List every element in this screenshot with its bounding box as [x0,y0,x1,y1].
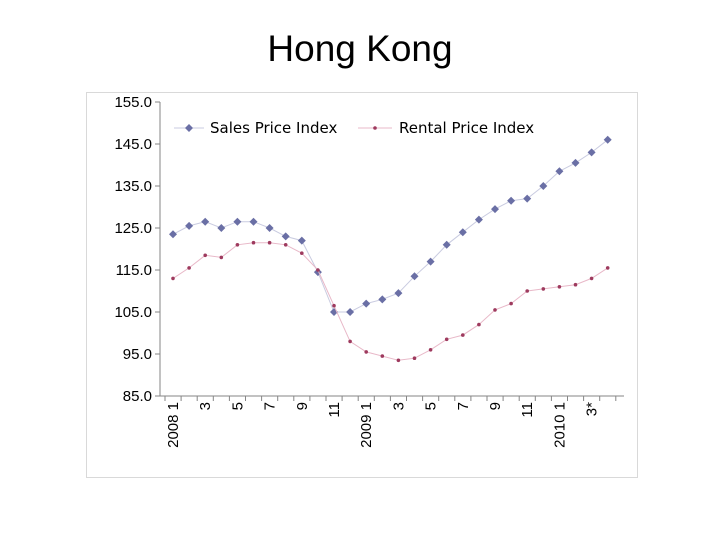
legend-label: Rental Price Index [399,119,534,137]
data-point [281,232,290,241]
series-0 [169,135,612,316]
data-point [474,215,483,224]
y-tick-label: 105.0 [114,304,152,321]
data-point [346,308,355,316]
series-line [172,242,608,361]
data-point [589,276,594,281]
data-point [410,272,419,281]
data-point [217,224,226,232]
data-point [412,356,417,361]
data-point [491,205,499,214]
data-point [557,285,562,289]
data-point [267,240,272,245]
x-tick-label: 7 [262,402,279,410]
legend-label: Sales Price Index [210,119,337,137]
data-point [523,194,532,203]
data-point [203,253,207,258]
data-point [332,303,336,308]
data-point [380,354,385,358]
data-point [233,217,242,226]
data-point [396,358,401,363]
data-point [605,266,610,270]
data-point [283,243,288,247]
x-axis-ticks: 2008 1 3 5 7 9 11 2009 1 3 5 7 9 11 2010 1 3* [164,396,617,448]
data-point [185,221,194,230]
y-tick-label: 145.0 [114,136,152,153]
data-point [187,266,191,270]
data-point [444,337,449,342]
legend-marker [373,126,377,130]
data-point [603,135,612,144]
data-point [573,282,578,287]
x-tick-label: 9 [294,402,311,410]
data-point [300,251,304,255]
x-tick-label: 7 [455,402,472,410]
data-point [265,224,274,232]
y-tick-label: 95.0 [123,346,152,363]
data-point [477,322,481,327]
data-point [201,217,210,226]
x-tick-label: 2008 1 [165,402,182,448]
x-tick-label: 3 [197,402,214,410]
legend-item: Rental Price Index [358,119,534,137]
data-point [458,228,467,237]
legend-marker [185,124,193,132]
data-point [442,240,451,249]
x-tick-label: 11 [326,402,343,418]
chart-axes [159,102,624,397]
y-tick-label: 125.0 [114,220,152,237]
data-point [219,255,224,260]
data-point [169,230,177,239]
x-tick-label: 5 [229,402,246,410]
x-tick-label: 2010 1 [551,402,568,448]
data-point [509,301,513,306]
data-point [348,339,352,344]
data-point [493,308,497,312]
x-tick-label: 11 [519,402,536,418]
chart-frame [86,92,638,478]
data-point [461,333,465,337]
data-point [428,348,433,352]
series-group [169,135,612,363]
y-tick-label: 135.0 [114,178,152,195]
legend-item: Sales Price Index [174,119,337,137]
legend: Sales Price Index Rental Price Index [174,119,534,137]
data-point [507,196,516,205]
data-point [251,240,256,245]
x-tick-label: 3 [390,402,407,410]
y-axis-ticks: 85.0 95.0 105.0 115.0 125.0 135.0 145.0 155.0 [114,94,160,405]
x-tick-label: 5 [423,402,440,410]
y-tick-label: 85.0 [123,388,152,405]
data-point [235,243,240,247]
data-point [378,295,387,304]
data-point [297,236,306,245]
data-point [364,350,369,354]
data-point [571,158,580,167]
x-tick-label: 3* [584,402,601,416]
series-1 [171,240,610,363]
y-tick-label: 115.0 [116,262,152,279]
data-point [541,287,546,291]
data-point [426,257,435,266]
series-line [172,139,609,313]
x-tick-label: 2009 1 [358,402,375,448]
data-point [394,289,403,298]
data-point [316,268,320,272]
data-point [362,299,371,308]
data-point [587,148,596,157]
y-tick-label: 155.0 [114,94,152,111]
data-point [249,217,258,226]
data-point [171,276,175,281]
slide-title: Hong Kong [267,28,453,69]
x-tick-label: 9 [487,402,504,410]
data-point [525,289,529,293]
data-point [555,167,564,176]
data-point [539,182,548,190]
